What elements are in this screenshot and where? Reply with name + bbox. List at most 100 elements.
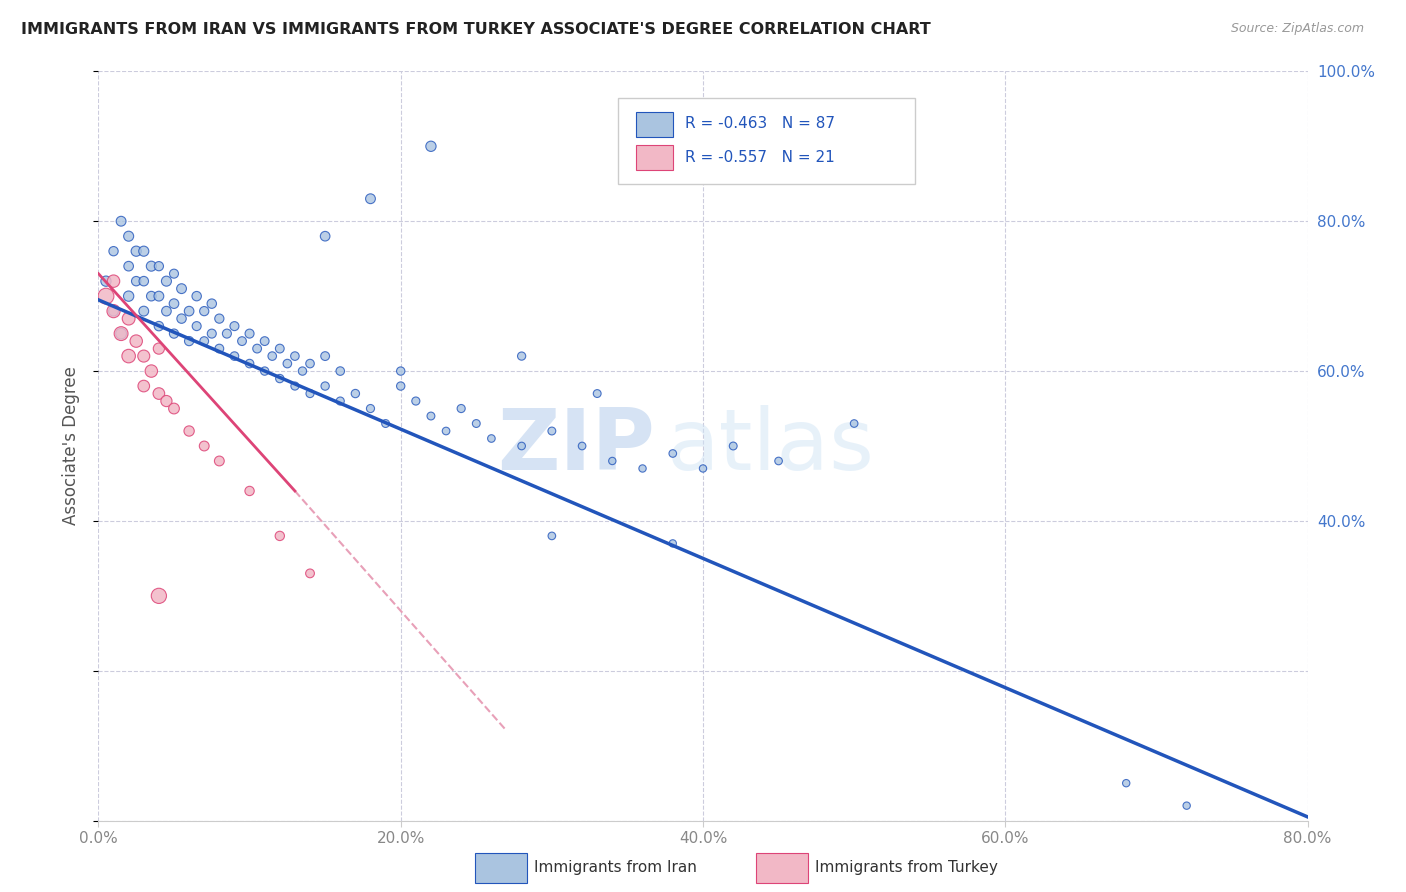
Point [253,334,276,348]
Point [360,401,382,416]
Point [299,357,322,371]
Point [540,529,562,543]
Point [148,289,170,303]
Point [239,326,262,341]
Point [389,364,412,378]
Bar [637,145,672,169]
Point [155,274,177,288]
Point [132,379,155,393]
Point [269,529,291,543]
Text: atlas: atlas [666,404,875,488]
Point [103,274,125,288]
Text: IMMIGRANTS FROM IRAN VS IMMIGRANTS FROM TURKEY ASSOCIATE'S DEGREE CORRELATION CH: IMMIGRANTS FROM IRAN VS IMMIGRANTS FROM … [21,22,931,37]
Point [118,289,141,303]
Point [193,304,215,318]
Point [170,311,193,326]
Point [389,379,412,393]
Point [844,417,866,431]
Point [193,334,215,348]
Point [132,349,155,363]
FancyBboxPatch shape [619,97,915,184]
Point [179,334,201,348]
Point [141,289,163,303]
Point [481,432,503,446]
Point [723,439,745,453]
Point [132,304,155,318]
Point [420,139,443,153]
Point [284,379,307,393]
Point [208,311,231,326]
Point [208,454,231,468]
Point [329,394,352,409]
Point [201,296,224,310]
Point [125,334,148,348]
Point [94,274,117,288]
Point [269,342,291,356]
Point [148,342,170,356]
Point [768,454,790,468]
Point [201,326,224,341]
Point [465,417,488,431]
Point [231,334,253,348]
Point [1115,776,1137,790]
Point [269,371,291,385]
Point [163,296,186,310]
Point [186,289,208,303]
Point [148,589,170,603]
Point [163,401,186,416]
Point [344,386,367,401]
Point [132,274,155,288]
Point [360,192,382,206]
Point [193,439,215,453]
Point [155,304,177,318]
Point [239,483,262,498]
Point [299,386,322,401]
Bar [637,112,672,136]
Point [103,244,125,259]
Point [148,319,170,334]
Point [374,417,396,431]
Point [291,364,314,378]
Text: Immigrants from Iran: Immigrants from Iran [534,861,697,875]
Point [110,326,132,341]
Point [253,364,276,378]
Point [540,424,562,438]
Text: Source: ZipAtlas.com: Source: ZipAtlas.com [1230,22,1364,36]
Point [141,259,163,273]
Text: R = -0.463   N = 87: R = -0.463 N = 87 [685,116,835,131]
Point [103,304,125,318]
Point [692,461,714,475]
Point [329,364,352,378]
Point [299,566,322,581]
Point [571,439,593,453]
Point [631,461,654,475]
Point [125,244,148,259]
Point [170,282,193,296]
Point [118,229,141,244]
Text: R = -0.557   N = 21: R = -0.557 N = 21 [685,150,835,165]
Point [602,454,624,468]
Point [110,214,132,228]
Point [163,267,186,281]
Point [262,349,284,363]
Point [586,386,609,401]
Point [141,364,163,378]
Point [510,349,533,363]
Text: ZIP: ZIP [496,404,655,488]
Point [1175,798,1198,813]
Point [661,446,683,460]
Point [314,379,336,393]
Point [224,319,246,334]
Point [163,326,186,341]
Point [420,409,443,423]
Point [118,311,141,326]
Point [314,349,336,363]
Point [118,349,141,363]
Point [215,326,238,341]
Point [94,289,117,303]
Point [450,401,472,416]
Point [186,319,208,334]
Text: Immigrants from Turkey: Immigrants from Turkey [815,861,998,875]
Point [246,342,269,356]
Y-axis label: Associate's Degree: Associate's Degree [62,367,80,525]
